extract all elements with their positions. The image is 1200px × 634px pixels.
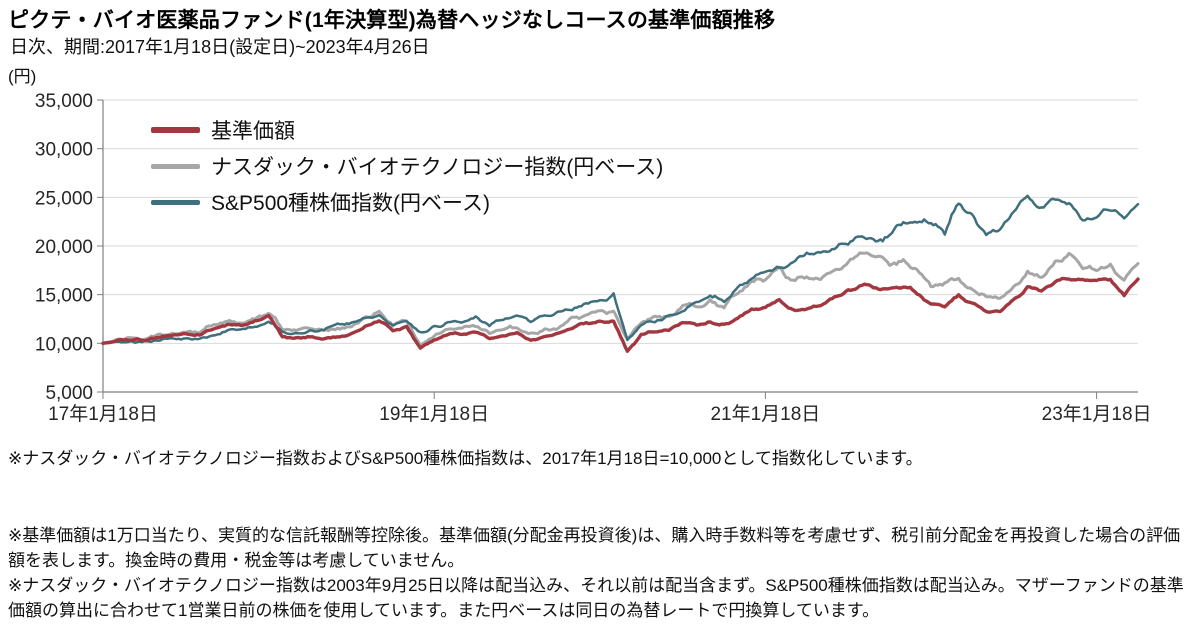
legend-label-nasdaq-biotech: ナスダック・バイオテクノロジー指数(円ベース): [211, 156, 664, 179]
legend-item-sp500: S&P500種株価指数(円ベース): [151, 184, 663, 220]
chart-title: ピクテ・バイオ医薬品ファンド(1年決算型)為替ヘッジなしコースの基準価額推移: [8, 9, 776, 32]
legend-label-sp500: S&P500種株価指数(円ベース): [211, 192, 490, 215]
legend-item-nav: 基準価額: [151, 112, 663, 148]
legend-swatch-sp500: [151, 199, 200, 205]
footnote-block: ※基準価額は1万口当たり、実質的な信託報酬等控除後。基準価額(分配金再投資後)は…: [8, 523, 1196, 623]
y-tick-label-25000: 25,000: [35, 188, 93, 209]
y-tick-label-10000: 10,000: [35, 334, 93, 355]
y-tick-label-5000: 5,000: [45, 383, 93, 404]
y-tick-label-30000: 30,000: [35, 140, 93, 161]
x-tick-label: 23年1月18日: [1042, 403, 1152, 425]
chart-legend: 基準価額 ナスダック・バイオテクノロジー指数(円ベース) S&P500種株価指数…: [151, 112, 663, 220]
y-tick-label-35000: 35,000: [35, 91, 93, 112]
legend-swatch-nav: [151, 127, 200, 133]
legend-item-nasdaq-biotech: ナスダック・バイオテクノロジー指数(円ベース): [151, 148, 663, 184]
axis-unit-label: (円): [8, 67, 37, 86]
y-tick-label-15000: 15,000: [35, 286, 93, 307]
x-tick-label: 17年1月18日: [48, 403, 158, 425]
x-tick-label: 19年1月18日: [379, 403, 489, 425]
x-tick-label: 21年1月18日: [710, 403, 820, 425]
legend-label-nav: 基準価額: [211, 120, 295, 143]
footnote-index-note: ※ナスダック・バイオテクノロジー指数およびS&P500種株価指数は、2017年1…: [8, 449, 923, 468]
chart-subtitle: 日次、期間:2017年1月18日(設定日)~2023年4月26日: [10, 37, 430, 57]
series-line-nasdaq-biotech: [101, 251, 1140, 347]
series-line-nav: [101, 276, 1140, 353]
legend-swatch-nasdaq-biotech: [151, 163, 200, 169]
chart-canvas: 35,000 30,000 25,000 20,000 15,000 10,000 5,00…: [35, 91, 1152, 425]
footnote-calc-note: ※ナスダック・バイオテクノロジー指数は2003年9月25日以降は配当込み、それ以…: [8, 576, 1184, 620]
footnote-nav-note: ※基準価額は1万口当たり、実質的な信託報酬等控除後。基準価額(分配金再投資後)は…: [8, 526, 1181, 570]
y-tick-label-20000: 20,000: [35, 237, 93, 258]
